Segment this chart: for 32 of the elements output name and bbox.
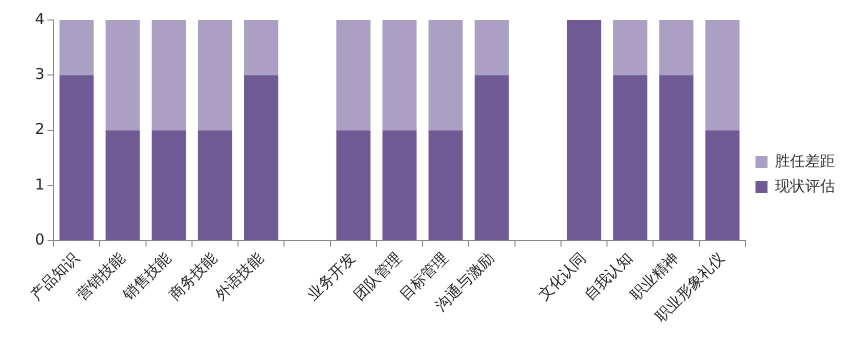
bar xyxy=(382,20,417,130)
bar xyxy=(106,130,140,240)
y-tick-label: 4 xyxy=(34,10,45,28)
bar xyxy=(659,75,694,240)
bar xyxy=(428,130,463,240)
y-tick-label: 0 xyxy=(34,230,45,249)
bar xyxy=(336,130,370,240)
bar xyxy=(613,75,648,240)
bar xyxy=(659,20,694,76)
bar xyxy=(198,20,232,130)
bar xyxy=(428,20,463,130)
bar xyxy=(705,130,740,240)
y-tick-label: 2 xyxy=(34,120,45,138)
bar xyxy=(705,20,740,130)
bar xyxy=(60,75,94,240)
bar xyxy=(152,130,186,240)
bar xyxy=(474,20,509,76)
bar xyxy=(106,20,140,130)
bar xyxy=(152,20,186,130)
bar xyxy=(382,130,417,240)
y-tick-label: 3 xyxy=(34,65,45,84)
bar xyxy=(60,20,94,76)
bar xyxy=(244,75,278,240)
bar xyxy=(474,75,509,240)
bar xyxy=(566,20,602,240)
bar xyxy=(244,20,278,76)
y-tick-label: 1 xyxy=(34,175,45,194)
legend-label: 胜任差距 xyxy=(775,152,835,170)
bar xyxy=(198,130,232,240)
legend-label: 现状评估 xyxy=(775,176,835,195)
bar xyxy=(613,20,648,76)
bar xyxy=(336,20,370,130)
